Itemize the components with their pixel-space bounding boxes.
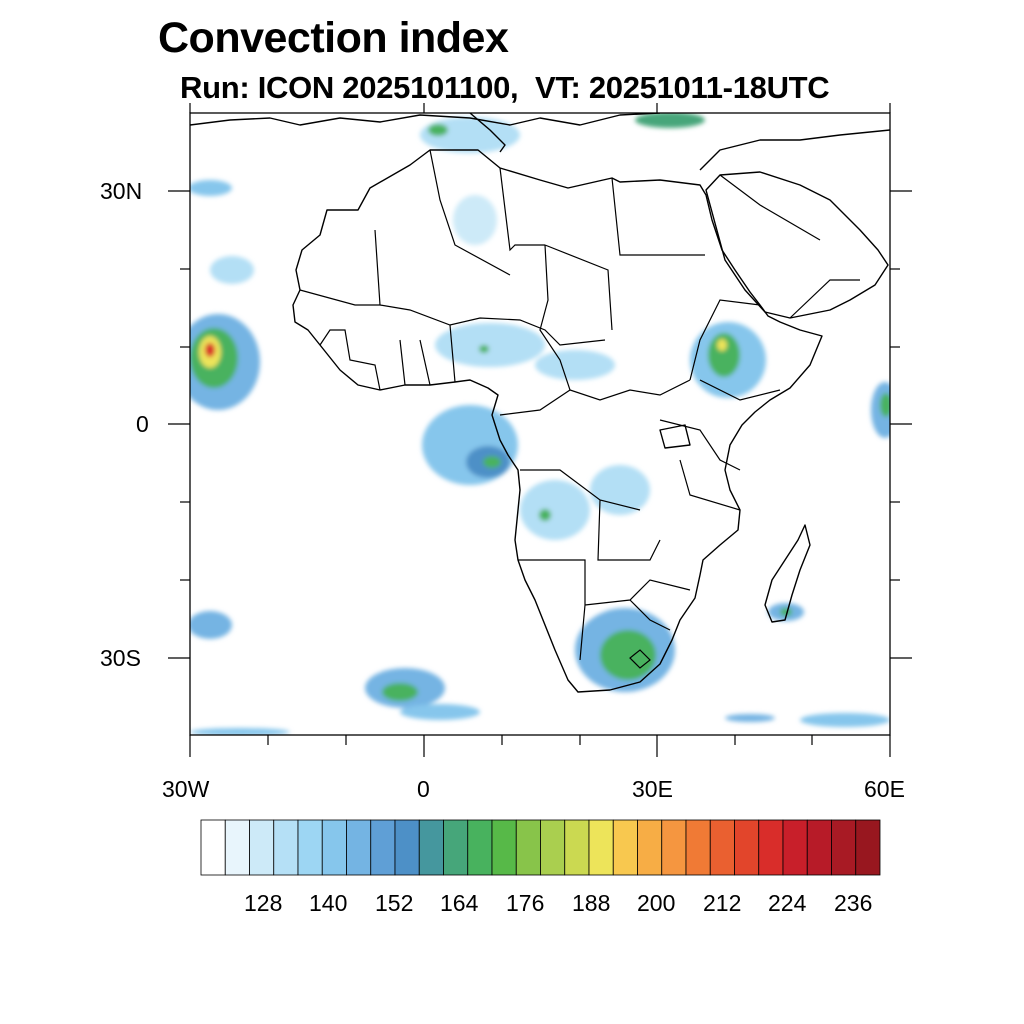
convection-cell-southern-ocean-core: [382, 683, 418, 701]
border-east-africa: [659, 419, 741, 511]
madagascar-coastline: [764, 524, 811, 623]
colorbar-label-128: 128: [244, 890, 283, 916]
colorbar-label-140: 140: [309, 890, 348, 916]
convection-field: [190, 113, 890, 735]
convection-cell-madagascar-core: [780, 608, 792, 616]
convection-band-sahel: [435, 323, 545, 367]
colorbar-swatch: [758, 819, 784, 876]
convection-cell-gabon: [483, 456, 501, 468]
lon-label-0: 0: [417, 776, 430, 802]
convection-cell-east-atlantic: [210, 256, 254, 284]
colorbar-swatch: [273, 819, 299, 876]
turkey-coastline: [699, 129, 890, 171]
coastlines: [190, 113, 890, 693]
colorbar-label-176: 176: [506, 890, 545, 916]
convection-streak-south-indian: [800, 713, 890, 727]
chart-title: Convection index: [158, 14, 509, 62]
colorbar-swatch: [443, 819, 469, 876]
colorbar-swatch: [491, 819, 517, 876]
convection-streak-southern-ocean: [400, 704, 480, 720]
colorbar-swatch: [321, 819, 347, 876]
border-southern-africa: [518, 559, 691, 669]
convection-cell-ethiopia-core: [708, 333, 740, 377]
border-central-africa: [499, 389, 661, 561]
colorbar-label-224: 224: [768, 890, 807, 916]
colorbar-label-152: 152: [375, 890, 414, 916]
colorbar-swatch: [297, 819, 323, 876]
convection-streak-southern-edge: [190, 728, 290, 735]
map-border: [189, 112, 891, 736]
convection-cell-sahara: [453, 195, 497, 245]
lat-label-30s: 30S: [100, 645, 141, 671]
convection-band-south-africa-core: [600, 630, 656, 680]
convection-streak-south-atlantic: [725, 714, 775, 722]
convection-cell-ethiopia-peak: [717, 339, 727, 351]
lon-label-30w: 30W: [162, 776, 210, 802]
convection-cell-indian-ocean-core: [880, 393, 890, 417]
axis-ticks: [168, 103, 912, 757]
border-ethiopia: [689, 299, 781, 401]
colorbar-swatch: [685, 819, 711, 876]
colorbar-swatch: [831, 819, 857, 876]
chart-subtitle: Run: ICON 2025101100, VT: 20251011-18UTC: [180, 70, 830, 105]
lat-label-30n: 30N: [100, 178, 143, 204]
convection-cell-mediterranean-core: [428, 124, 448, 136]
colorbar-swatch: [855, 819, 881, 876]
border-arabia: [719, 174, 860, 319]
colorbar-swatch: [661, 819, 687, 876]
convection-cell-black-sea: [635, 113, 705, 128]
colorbar-swatch: [782, 819, 808, 876]
convection-cell-atlantic-west-max: [205, 343, 215, 357]
colorbar-swatch: [806, 819, 832, 876]
colorbar-swatch: [249, 819, 275, 876]
colorbar-label-188: 188: [572, 890, 611, 916]
colorbar: [200, 819, 881, 876]
colorbar-swatch: [588, 819, 614, 876]
convection-cell-north-atlantic: [190, 180, 232, 196]
colorbar-swatch: [370, 819, 396, 876]
convection-cell-sw-atlantic: [190, 611, 232, 639]
convection-cell-angola-core: [539, 509, 551, 521]
convection-band-sahel-east: [535, 350, 615, 380]
arabia-coastline: [705, 171, 889, 319]
italy-coastline: [469, 113, 506, 153]
border-sahel: [299, 289, 606, 346]
colorbar-swatch: [515, 819, 541, 876]
colorbar-swatch: [564, 819, 590, 876]
convection-cell-nigeria: [479, 345, 489, 353]
border-maghreb: [374, 149, 613, 331]
colorbar-swatch: [200, 819, 226, 876]
map-frame: [168, 103, 912, 757]
colorbar-label-200: 200: [637, 890, 676, 916]
colorbar-swatch: [467, 819, 493, 876]
lake-victoria: [659, 424, 691, 449]
colorbar-swatch: [637, 819, 663, 876]
lat-label-0: 0: [136, 411, 149, 437]
colorbar-label-164: 164: [440, 890, 479, 916]
country-borders: [299, 149, 860, 669]
europe-coastline: [190, 113, 661, 126]
lon-label-30e: 30E: [632, 776, 673, 802]
colorbar-swatch: [734, 819, 760, 876]
colorbar-label-236: 236: [834, 890, 873, 916]
colorbar-swatch: [418, 819, 444, 876]
lon-label-60e: 60E: [864, 776, 905, 802]
convection-cell-angola: [520, 480, 590, 540]
border-egypt-sudan: [611, 177, 705, 256]
colorbar-swatch: [540, 819, 566, 876]
convection-band-congo: [590, 465, 650, 515]
colorbar-swatch: [709, 819, 735, 876]
colorbar-swatch: [612, 819, 638, 876]
colorbar-swatch: [224, 819, 250, 876]
colorbar-swatch: [394, 819, 420, 876]
colorbar-swatch: [346, 819, 372, 876]
colorbar-label-212: 212: [703, 890, 742, 916]
africa-coastline: [292, 149, 823, 693]
border-west-africa: [319, 324, 456, 391]
